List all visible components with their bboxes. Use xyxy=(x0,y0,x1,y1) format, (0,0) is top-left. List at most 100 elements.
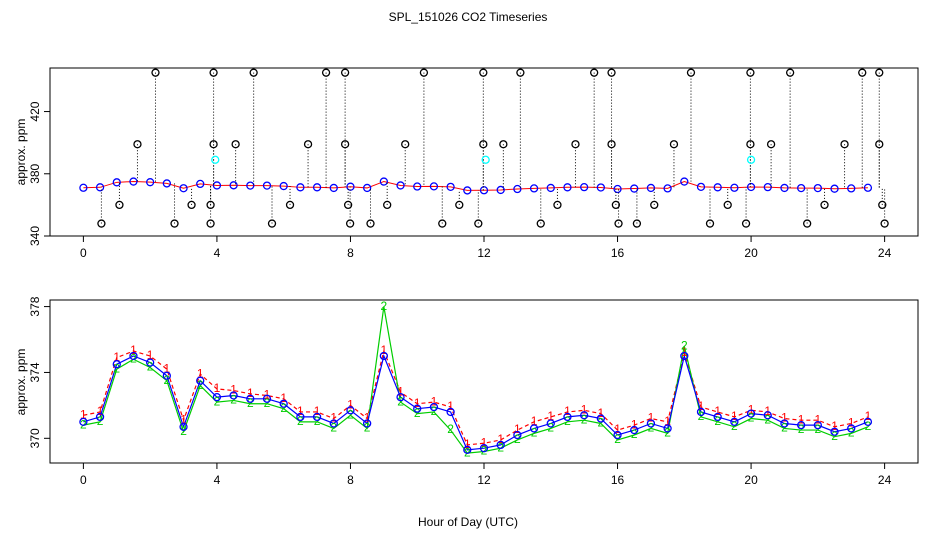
point xyxy=(133,140,142,149)
point xyxy=(546,419,555,428)
x-tick-label: 20 xyxy=(744,473,758,487)
point-label: 1 xyxy=(147,348,154,362)
point-label: 1 xyxy=(97,404,104,418)
point xyxy=(296,412,305,422)
point xyxy=(379,351,388,361)
point xyxy=(663,424,672,433)
point xyxy=(596,183,605,192)
point xyxy=(463,186,472,195)
point xyxy=(79,183,88,192)
point xyxy=(785,68,795,77)
x-tick-label: 12 xyxy=(477,473,491,487)
point xyxy=(813,183,822,193)
point xyxy=(231,140,240,149)
point xyxy=(650,200,659,210)
x-tick-label: 8 xyxy=(347,473,354,487)
point xyxy=(146,358,155,367)
point xyxy=(780,419,789,428)
point xyxy=(741,219,751,228)
point xyxy=(229,181,238,190)
point-label: 1 xyxy=(865,409,872,423)
point xyxy=(196,179,205,189)
point xyxy=(730,417,739,426)
point-label: 1 xyxy=(113,350,120,364)
point xyxy=(696,407,706,417)
point xyxy=(496,185,505,195)
point xyxy=(766,140,776,149)
series-line xyxy=(83,349,869,446)
point xyxy=(632,219,642,228)
point xyxy=(613,184,622,194)
point-label: 1 xyxy=(280,391,287,405)
point-label: 1 xyxy=(481,435,488,449)
point xyxy=(496,440,505,450)
y-axis-label: approx. ppm xyxy=(14,349,28,416)
point xyxy=(797,420,806,430)
point xyxy=(179,184,188,193)
point xyxy=(763,411,772,420)
x-tick-label: 20 xyxy=(744,246,758,260)
point-label: 1 xyxy=(414,396,421,410)
point-label: 1 xyxy=(831,419,838,433)
point-label: 1 xyxy=(731,409,738,423)
point-label: 1 xyxy=(80,407,87,421)
point xyxy=(611,200,621,210)
point-label: 1 xyxy=(397,384,404,398)
point xyxy=(296,183,305,192)
point xyxy=(429,182,439,191)
point xyxy=(571,140,580,149)
point xyxy=(129,351,138,361)
point xyxy=(321,68,331,77)
point-label: 1 xyxy=(314,404,321,418)
point xyxy=(613,430,622,440)
point xyxy=(746,155,756,164)
y-tick-label: 374 xyxy=(28,362,42,382)
point xyxy=(746,182,756,192)
point xyxy=(329,183,338,193)
point-label: 2 xyxy=(464,445,471,459)
point xyxy=(546,183,555,193)
point xyxy=(209,140,218,149)
point xyxy=(607,140,616,149)
point-label: 1 xyxy=(781,411,788,425)
point xyxy=(481,155,490,164)
point xyxy=(479,140,488,149)
point-label: 1 xyxy=(130,343,137,357)
point-label: 1 xyxy=(347,398,354,412)
point xyxy=(713,183,722,192)
point xyxy=(211,155,220,164)
point xyxy=(340,68,350,77)
point xyxy=(723,200,732,210)
point-label: 1 xyxy=(631,417,638,431)
point xyxy=(686,68,696,77)
point xyxy=(669,140,679,149)
point xyxy=(630,184,639,193)
point xyxy=(95,183,105,192)
point xyxy=(840,140,849,149)
point xyxy=(516,68,525,77)
point xyxy=(79,417,88,426)
x-tick-label: 4 xyxy=(214,246,221,260)
point xyxy=(847,184,856,193)
point xyxy=(596,414,605,423)
point xyxy=(366,219,375,228)
x-tick-label: 0 xyxy=(80,473,87,487)
point xyxy=(303,140,313,149)
point xyxy=(267,219,277,228)
point-label: 1 xyxy=(581,402,588,416)
point xyxy=(438,219,447,228)
point xyxy=(162,371,171,380)
point-label: 1 xyxy=(664,414,671,428)
point-label: 1 xyxy=(447,399,454,413)
point xyxy=(363,183,372,193)
point-label: 1 xyxy=(848,416,855,430)
y-axis-label: approx. ppm xyxy=(14,119,28,186)
point xyxy=(803,219,812,228)
point xyxy=(830,184,839,193)
point xyxy=(379,177,388,186)
point xyxy=(474,219,483,228)
point xyxy=(346,406,355,415)
point xyxy=(187,200,196,210)
point xyxy=(730,183,739,192)
